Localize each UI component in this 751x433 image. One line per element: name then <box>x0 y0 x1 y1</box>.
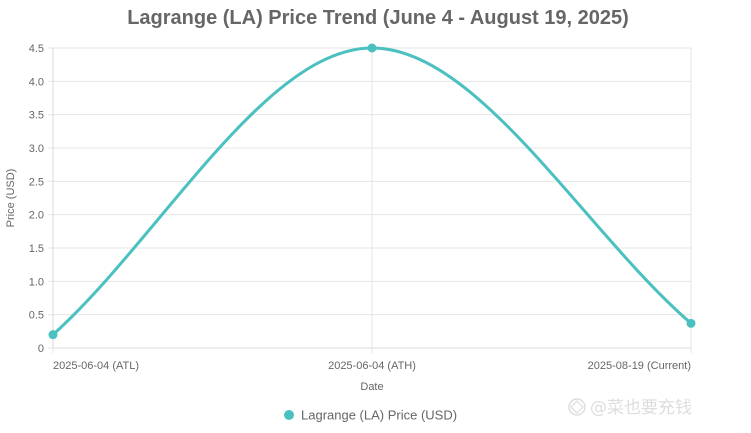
watermark-logo-icon <box>568 398 586 416</box>
y-tick-label: 4.5 <box>29 43 44 55</box>
data-point[interactable] <box>686 318 696 328</box>
watermark: @菜也要充钱 <box>568 398 692 418</box>
watermark-logo-mark <box>570 400 584 414</box>
x-tick-label: 2025-06-04 (ATL) <box>53 360 139 372</box>
y-tick-labels: 0 0.5 1.0 1.5 2.0 2.5 3.0 3.5 4.0 4.5 <box>29 43 44 355</box>
y-tick-label: 0 <box>38 343 44 355</box>
grid-layer <box>52 47 692 353</box>
x-tick-labels: 2025-06-04 (ATL) 2025-06-04 (ATH) 2025-08-… <box>53 360 691 372</box>
chart-title: Lagrange (LA) Price Trend (June 4 - Augu… <box>127 7 629 29</box>
y-tick-label: 0.5 <box>29 310 44 322</box>
watermark-text: @菜也要充钱 <box>590 398 692 418</box>
legend[interactable]: Lagrange (LA) Price (USD) <box>284 408 457 423</box>
y-axis-title: Price (USD) <box>5 169 17 228</box>
x-tick-label: 2025-08-19 (Current) <box>588 360 691 372</box>
y-tick-label: 2.5 <box>29 176 44 188</box>
y-tick-label: 4.0 <box>29 76 44 88</box>
legend-marker <box>284 410 294 420</box>
data-point[interactable] <box>367 43 377 53</box>
x-axis-title: Date <box>360 381 383 393</box>
y-tick-label: 1.5 <box>29 243 44 255</box>
y-tick-label: 3.5 <box>29 110 44 122</box>
data-point[interactable] <box>48 330 58 340</box>
series-layer <box>48 43 696 340</box>
y-tick-label: 2.0 <box>29 210 44 222</box>
axis-layer <box>48 47 691 349</box>
legend-label: Lagrange (LA) Price (USD) <box>301 408 457 423</box>
x-tick-label: 2025-06-04 (ATH) <box>328 360 416 372</box>
y-tick-label: 3.0 <box>29 143 44 155</box>
y-tick-label: 1.0 <box>29 276 44 288</box>
